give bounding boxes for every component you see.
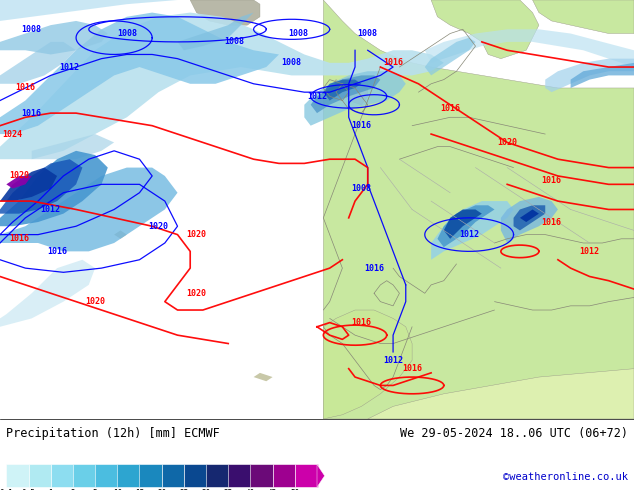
Text: 1016: 1016 <box>9 234 29 244</box>
Text: 1020: 1020 <box>186 289 207 298</box>
Text: We 29-05-2024 18..06 UTC (06+72): We 29-05-2024 18..06 UTC (06+72) <box>399 427 628 441</box>
Text: ©weatheronline.co.uk: ©weatheronline.co.uk <box>503 472 628 482</box>
Polygon shape <box>32 134 114 159</box>
Text: 1016: 1016 <box>15 83 36 93</box>
Bar <box>206 465 229 487</box>
Text: 1012: 1012 <box>60 63 80 72</box>
Text: 1008: 1008 <box>281 58 302 67</box>
Polygon shape <box>0 21 108 54</box>
Polygon shape <box>425 29 634 67</box>
Polygon shape <box>114 230 127 239</box>
Polygon shape <box>520 210 539 222</box>
Polygon shape <box>0 13 279 134</box>
Bar <box>117 465 140 487</box>
Text: 1016: 1016 <box>383 58 403 67</box>
Polygon shape <box>323 0 634 419</box>
Bar <box>6 465 29 487</box>
Polygon shape <box>311 75 380 113</box>
Polygon shape <box>190 0 260 25</box>
Polygon shape <box>368 368 634 419</box>
Polygon shape <box>323 310 412 419</box>
Text: 1016: 1016 <box>541 218 562 226</box>
Text: Precipitation (12h) [mm] ECMWF: Precipitation (12h) [mm] ECMWF <box>6 427 220 441</box>
Polygon shape <box>317 465 325 487</box>
Polygon shape <box>0 168 57 201</box>
Bar <box>51 465 74 487</box>
Polygon shape <box>330 79 349 97</box>
Polygon shape <box>425 38 476 75</box>
Polygon shape <box>437 205 495 247</box>
Bar <box>228 465 251 487</box>
Text: 1020: 1020 <box>186 230 207 239</box>
Polygon shape <box>0 13 444 159</box>
Bar <box>29 465 51 487</box>
Polygon shape <box>6 176 32 189</box>
Bar <box>184 465 207 487</box>
Polygon shape <box>431 0 539 59</box>
Bar <box>273 465 295 487</box>
Bar <box>295 465 318 487</box>
Text: 1008: 1008 <box>288 29 308 38</box>
Polygon shape <box>254 373 273 381</box>
Polygon shape <box>444 210 482 239</box>
Text: 1012: 1012 <box>41 205 61 214</box>
Polygon shape <box>0 168 178 251</box>
Text: 1008: 1008 <box>351 184 372 193</box>
Text: 1012: 1012 <box>307 92 327 101</box>
Text: 1020: 1020 <box>9 172 29 180</box>
Polygon shape <box>342 75 368 105</box>
Bar <box>73 465 96 487</box>
Text: 1016: 1016 <box>541 175 562 185</box>
Polygon shape <box>0 159 82 214</box>
Text: 1016: 1016 <box>351 318 372 327</box>
Bar <box>250 465 273 487</box>
Text: 1020: 1020 <box>497 138 517 147</box>
Text: 1024: 1024 <box>3 129 23 139</box>
Text: 1020: 1020 <box>85 297 105 306</box>
Text: 1020: 1020 <box>148 222 169 231</box>
Text: 1008: 1008 <box>117 29 137 38</box>
Text: 1008: 1008 <box>22 25 42 34</box>
Polygon shape <box>0 42 76 84</box>
Text: 1012: 1012 <box>459 230 479 239</box>
Polygon shape <box>0 0 178 21</box>
Text: 1016: 1016 <box>351 121 372 130</box>
Polygon shape <box>0 151 108 226</box>
Text: 1012: 1012 <box>579 247 600 256</box>
Polygon shape <box>304 71 406 126</box>
Polygon shape <box>501 197 558 243</box>
Polygon shape <box>178 13 254 50</box>
Text: 1008: 1008 <box>358 29 378 38</box>
Bar <box>95 465 118 487</box>
Polygon shape <box>0 260 95 327</box>
Polygon shape <box>431 201 514 260</box>
Text: 1012: 1012 <box>383 356 403 365</box>
Polygon shape <box>514 205 545 230</box>
Text: 1016: 1016 <box>402 364 422 373</box>
Text: 1016: 1016 <box>440 104 460 113</box>
Text: 1016: 1016 <box>364 264 384 272</box>
Bar <box>139 465 162 487</box>
Polygon shape <box>533 0 634 33</box>
Text: 1008: 1008 <box>224 37 245 47</box>
Text: 1016: 1016 <box>22 109 42 118</box>
Text: 1016: 1016 <box>47 247 67 256</box>
Polygon shape <box>571 63 634 88</box>
Bar <box>162 465 184 487</box>
Polygon shape <box>545 59 634 92</box>
Polygon shape <box>323 79 361 100</box>
